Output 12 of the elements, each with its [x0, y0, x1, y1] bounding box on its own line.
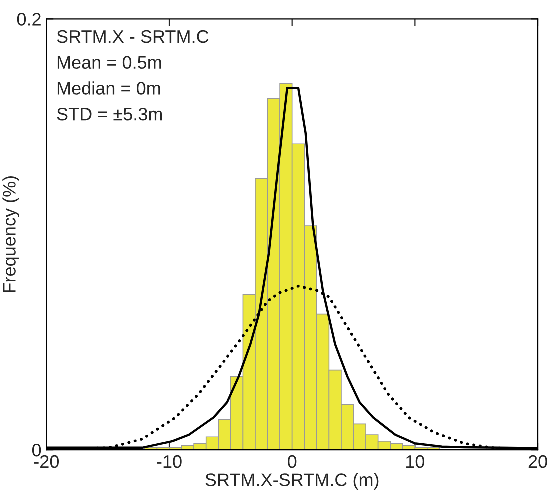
x-tick-label: 0 — [288, 455, 297, 468]
x-tick-label: 10 — [406, 455, 425, 468]
y-tick-label: 0.2 — [17, 13, 41, 26]
annotation: STD = ±5.3m — [57, 108, 162, 121]
x-tick-label: 20 — [528, 455, 548, 468]
annotation: SRTM.X - SRTM.C — [57, 30, 209, 44]
x-tick-label: -10 — [157, 455, 182, 468]
annotation: Mean = 0.5m — [58, 56, 162, 70]
y-axis-title: Frequency (%) — [2, 176, 20, 292]
x-axis-title: SRTM.X-SRTM.C (m) — [206, 473, 379, 490]
annotation: Median = 0m — [58, 82, 160, 95]
x-tick-label: -20 — [34, 455, 60, 468]
